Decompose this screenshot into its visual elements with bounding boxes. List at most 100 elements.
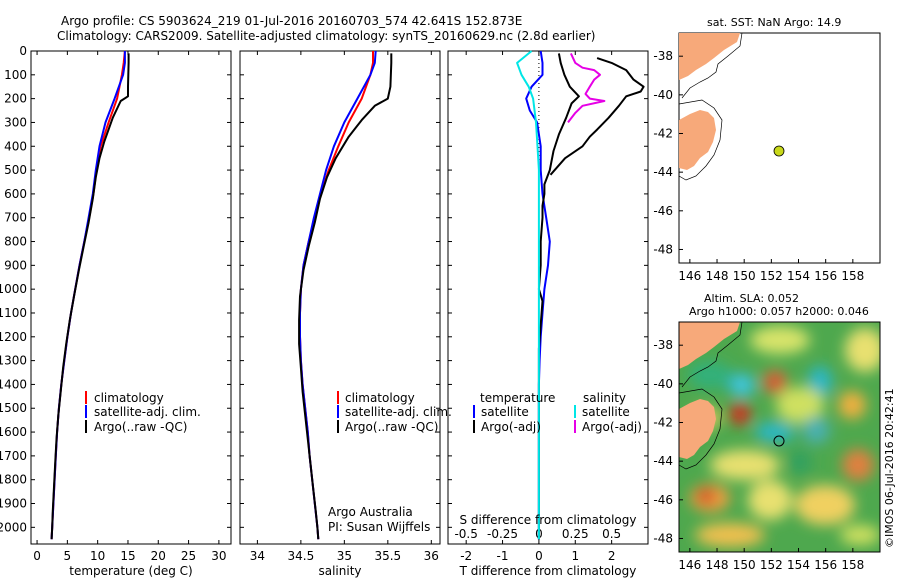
salinity-chart: 34 34.5 35 35.5 36 xyxy=(250,50,439,563)
sst-map-title: sat. SST: NaN Argo: 14.9 xyxy=(707,16,841,29)
map-y-tick-label: -42 xyxy=(653,416,673,430)
legend-label-t-argo: Argo(-adj) xyxy=(481,420,541,434)
legend-label-climatology: climatology xyxy=(94,391,164,405)
difference-chart: -2 -1 0 1 2-0.5 -0.25 0 0.25 0.5 xyxy=(454,50,645,563)
temperature-chart: 0 5 10 15 20 25 30 xyxy=(33,50,227,563)
x-tick-label: 34 xyxy=(250,549,265,563)
x-tick-label: 15 xyxy=(120,549,135,563)
map-x-tick-label: 158 xyxy=(841,269,864,283)
legend-label-t-satellite: satellite xyxy=(481,405,529,419)
depth-tick-label: 700 xyxy=(4,211,27,225)
tasmania xyxy=(679,399,716,459)
x-tick-label: 36 xyxy=(424,549,439,563)
depth-tick-label: 1300 xyxy=(0,354,27,368)
depth-tick-label: 1900 xyxy=(0,497,27,511)
x-tick-label: 30 xyxy=(211,549,226,563)
series-line-argo-raw-qc xyxy=(298,53,393,540)
x-tick-label: 5 xyxy=(64,549,72,563)
sla-map-title-1: Altim. SLA: 0.052 xyxy=(704,292,799,305)
series-line-s-satellite xyxy=(516,50,540,540)
map-x-tick-label: 152 xyxy=(760,558,783,572)
imos-watermark: ©IMOS 06-Jul-2016 20:42:41 xyxy=(883,388,896,548)
legend-title-salinity: salinity xyxy=(583,391,626,405)
temp-x-label: temperature (deg C) xyxy=(69,564,192,578)
map-x-tick-label: 146 xyxy=(678,269,701,283)
map-y-tick-label: -46 xyxy=(653,493,673,507)
map-y-tick-label: -38 xyxy=(653,338,673,352)
map-axes: 146 148 150 152 154 156 158 -38 -40 -42 -44 -46 -48 1… xyxy=(653,49,864,572)
credit-line-1: Argo Australia xyxy=(328,505,413,519)
x-tick-label: 2 xyxy=(608,549,616,563)
x2-tick-label: 0.5 xyxy=(602,527,621,541)
depth-tick-label: 600 xyxy=(4,187,27,201)
x-tick-label: 34.5 xyxy=(288,549,315,563)
diff-legend: temperature satellite Argo(-adj) salinit… xyxy=(473,391,642,434)
mainland-australia xyxy=(679,322,740,369)
x-tick-label: 0 xyxy=(535,549,543,563)
map-y-tick-label: -48 xyxy=(653,531,673,545)
map-y-tick-label: -44 xyxy=(653,454,673,468)
depth-tick-label: 0 xyxy=(19,44,27,58)
x-tick-label: 0 xyxy=(33,549,41,563)
legend-label-s-satellite: satellite xyxy=(582,405,630,419)
diff-panel-frame xyxy=(447,50,649,545)
mainland-australia xyxy=(679,33,740,80)
series-line-climatology xyxy=(50,50,126,540)
series-line-s-argo-adj-black xyxy=(549,57,645,176)
credit-line-2: PI: Susan Wijffels xyxy=(328,520,430,534)
x-tick-label: 25 xyxy=(181,549,196,563)
map-x-tick-label: 150 xyxy=(733,558,756,572)
tasmania xyxy=(679,110,716,170)
x-tick-label: 35 xyxy=(337,549,352,563)
sal-x-label: salinity xyxy=(318,564,361,578)
map-x-tick-label: 154 xyxy=(787,558,810,572)
sla-map xyxy=(678,321,881,553)
legend-label-argo: Argo(..raw -QC) xyxy=(94,420,187,434)
shelf-contour xyxy=(679,33,743,181)
depth-tick-label: 100 xyxy=(4,68,27,82)
depth-tick-label: 1200 xyxy=(0,330,27,344)
diff-x-label: T difference from climatology xyxy=(459,564,637,578)
legend-label-satellite: satellite-adj. clim. xyxy=(94,405,201,419)
x-tick-label: 20 xyxy=(151,549,166,563)
depth-axis: 0 100 200 300 400 500 600 700 800 900 1000 1100 1200… xyxy=(0,44,648,534)
map-y-tick-label: -48 xyxy=(653,242,673,256)
float-position-marker xyxy=(773,145,785,157)
map-x-tick-label: 148 xyxy=(706,558,729,572)
map-y-tick-label: -42 xyxy=(653,127,673,141)
depth-tick-label: 2000 xyxy=(0,520,27,534)
depth-tick-label: 1700 xyxy=(0,449,27,463)
map-y-tick-label: -46 xyxy=(653,204,673,218)
depth-tick-label: 1000 xyxy=(0,282,27,296)
x-tick-label: 35.5 xyxy=(374,549,401,563)
depth-tick-label: 900 xyxy=(4,258,27,272)
map-x-tick-label: 148 xyxy=(706,269,729,283)
depth-tick-label: 1800 xyxy=(0,473,27,487)
map-y-tick-label: -40 xyxy=(653,377,673,391)
diff-x2-label: S difference from climatology xyxy=(460,513,637,527)
depth-tick-label: 1400 xyxy=(0,377,27,391)
depth-tick-label: 1100 xyxy=(0,306,27,320)
map-x-tick-label: 152 xyxy=(760,269,783,283)
sal-panel-frame xyxy=(239,50,441,545)
depth-tick-label: 400 xyxy=(4,139,27,153)
series-line-satellite-adj-clim xyxy=(50,51,126,540)
sla-map-frame xyxy=(678,321,881,553)
map-x-tick-label: 156 xyxy=(814,269,837,283)
legend-label-satellite: satellite-adj. clim. xyxy=(345,405,452,419)
depth-tick-label: 1500 xyxy=(0,401,27,415)
x2-tick-label: -0.25 xyxy=(487,527,518,541)
float-position-marker xyxy=(773,435,785,447)
depth-tick-label: 300 xyxy=(4,115,27,129)
sla-map-title-2: Argo h1000: 0.057 h2000: 0.046 xyxy=(689,305,869,318)
x2-tick-label: 0.25 xyxy=(562,527,589,541)
sal-legend: climatology satellite-adj. clim. Argo(..… xyxy=(337,391,452,434)
map-x-tick-label: 156 xyxy=(814,558,837,572)
map-y-tick-label: -44 xyxy=(653,165,673,179)
series-line-argo-raw-qc xyxy=(50,53,130,540)
map-x-tick-label: 154 xyxy=(787,269,810,283)
x-tick-label: 1 xyxy=(571,549,579,563)
title-line-2: Climatology: CARS2009. Satellite-adjuste… xyxy=(57,29,595,43)
legend-label-argo: Argo(..raw -QC) xyxy=(345,420,438,434)
